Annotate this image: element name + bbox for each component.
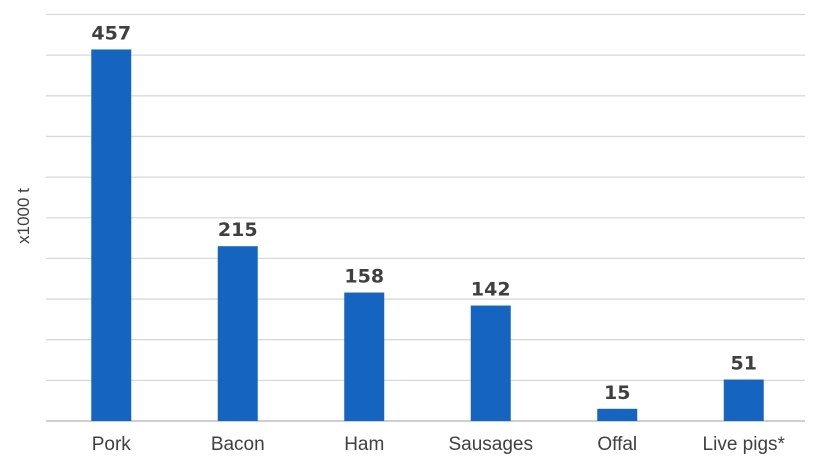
y-axis-title: x1000 t <box>14 188 33 244</box>
data-labels: 457 215 158 142 15 51 <box>91 22 757 403</box>
gridlines <box>46 13 805 422</box>
bar-sausages <box>470 305 511 421</box>
x-axis-tick-labels: Pork Bacon Ham Sausages Offal Live pigs* <box>92 434 786 455</box>
data-label: 51 <box>731 353 757 375</box>
bar-offal <box>597 408 638 421</box>
x-tick-label: Ham <box>344 434 384 455</box>
bar-bacon <box>217 246 258 421</box>
x-tick-label: Live pigs* <box>703 434 786 455</box>
bar-ham <box>344 292 385 421</box>
data-label: 457 <box>91 22 131 44</box>
x-tick-label: Offal <box>597 434 637 455</box>
bars <box>91 49 764 422</box>
data-label: 158 <box>344 266 384 288</box>
data-label: 142 <box>471 279 511 301</box>
x-tick-label: Bacon <box>211 434 265 455</box>
bar-pork <box>91 49 132 422</box>
x-tick-label: Pork <box>92 434 132 455</box>
data-label: 215 <box>218 219 258 241</box>
bar-live-pigs <box>723 379 764 421</box>
x-tick-label: Sausages <box>448 434 533 455</box>
data-label: 15 <box>604 382 630 404</box>
